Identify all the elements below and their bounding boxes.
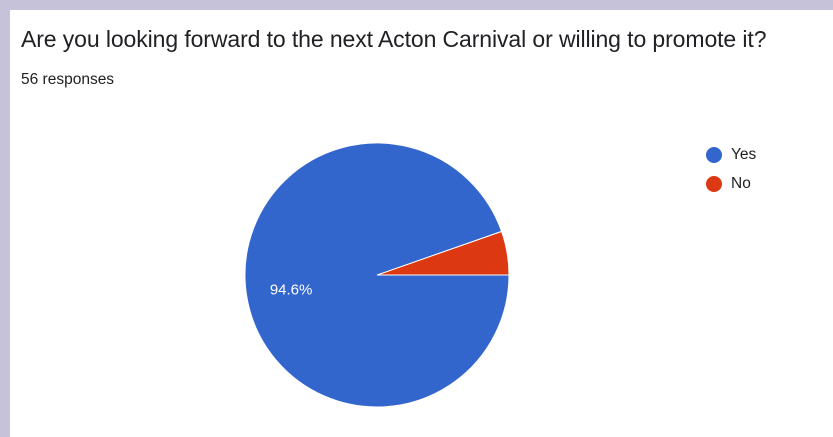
pie-slices: [244, 142, 510, 408]
legend-item-no[interactable]: No: [706, 169, 756, 198]
legend-item-yes[interactable]: Yes: [706, 140, 756, 169]
pie-chart: 94.6%: [244, 142, 510, 408]
response-count: 56 responses: [21, 71, 115, 88]
legend-label-yes: Yes: [731, 145, 757, 163]
pie-data-labels: 94.6%: [270, 282, 313, 299]
legend-swatch-no: [706, 175, 722, 192]
legend-label-no: No: [731, 174, 751, 192]
pie-data-label-yes: 94.6%: [270, 282, 313, 299]
chart-legend: Yes No: [706, 140, 756, 198]
pie-slice-yes[interactable]: [244, 142, 510, 408]
response-summary-card: Are you looking forward to the next Acto…: [10, 10, 833, 437]
legend-swatch-yes: [706, 146, 722, 163]
question-title: Are you looking forward to the next Acto…: [21, 26, 767, 52]
